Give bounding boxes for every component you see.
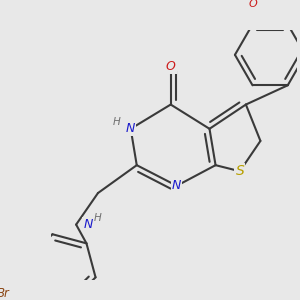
Text: N: N [172,179,182,192]
Text: O: O [166,61,175,74]
Text: S: S [236,164,244,178]
Text: H: H [94,213,101,223]
Text: N: N [126,122,135,135]
Text: N: N [83,218,93,231]
Text: O: O [248,0,257,9]
Text: H: H [113,117,121,128]
Text: Br: Br [0,286,9,300]
